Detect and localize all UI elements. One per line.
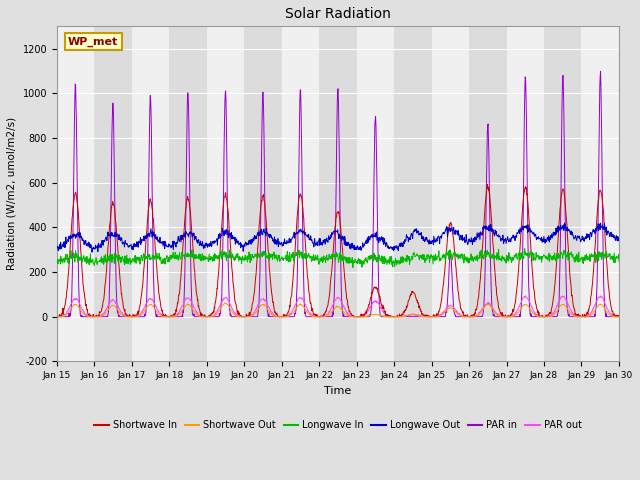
Bar: [582, 26, 619, 361]
Bar: [431, 26, 469, 361]
Bar: [394, 26, 431, 361]
Bar: [506, 26, 544, 361]
X-axis label: Time: Time: [324, 385, 351, 396]
Bar: [319, 26, 356, 361]
Bar: [169, 26, 207, 361]
Text: WP_met: WP_met: [68, 36, 118, 47]
Bar: [282, 26, 319, 361]
Bar: [94, 26, 132, 361]
Bar: [469, 26, 506, 361]
Bar: [132, 26, 169, 361]
Bar: [57, 26, 94, 361]
Bar: [207, 26, 244, 361]
Y-axis label: Radiation (W/m2, umol/m2/s): Radiation (W/m2, umol/m2/s): [7, 117, 17, 270]
Bar: [544, 26, 582, 361]
Bar: [356, 26, 394, 361]
Title: Solar Radiation: Solar Radiation: [285, 7, 391, 21]
Legend: Shortwave In, Shortwave Out, Longwave In, Longwave Out, PAR in, PAR out: Shortwave In, Shortwave Out, Longwave In…: [90, 417, 586, 434]
Bar: [244, 26, 282, 361]
